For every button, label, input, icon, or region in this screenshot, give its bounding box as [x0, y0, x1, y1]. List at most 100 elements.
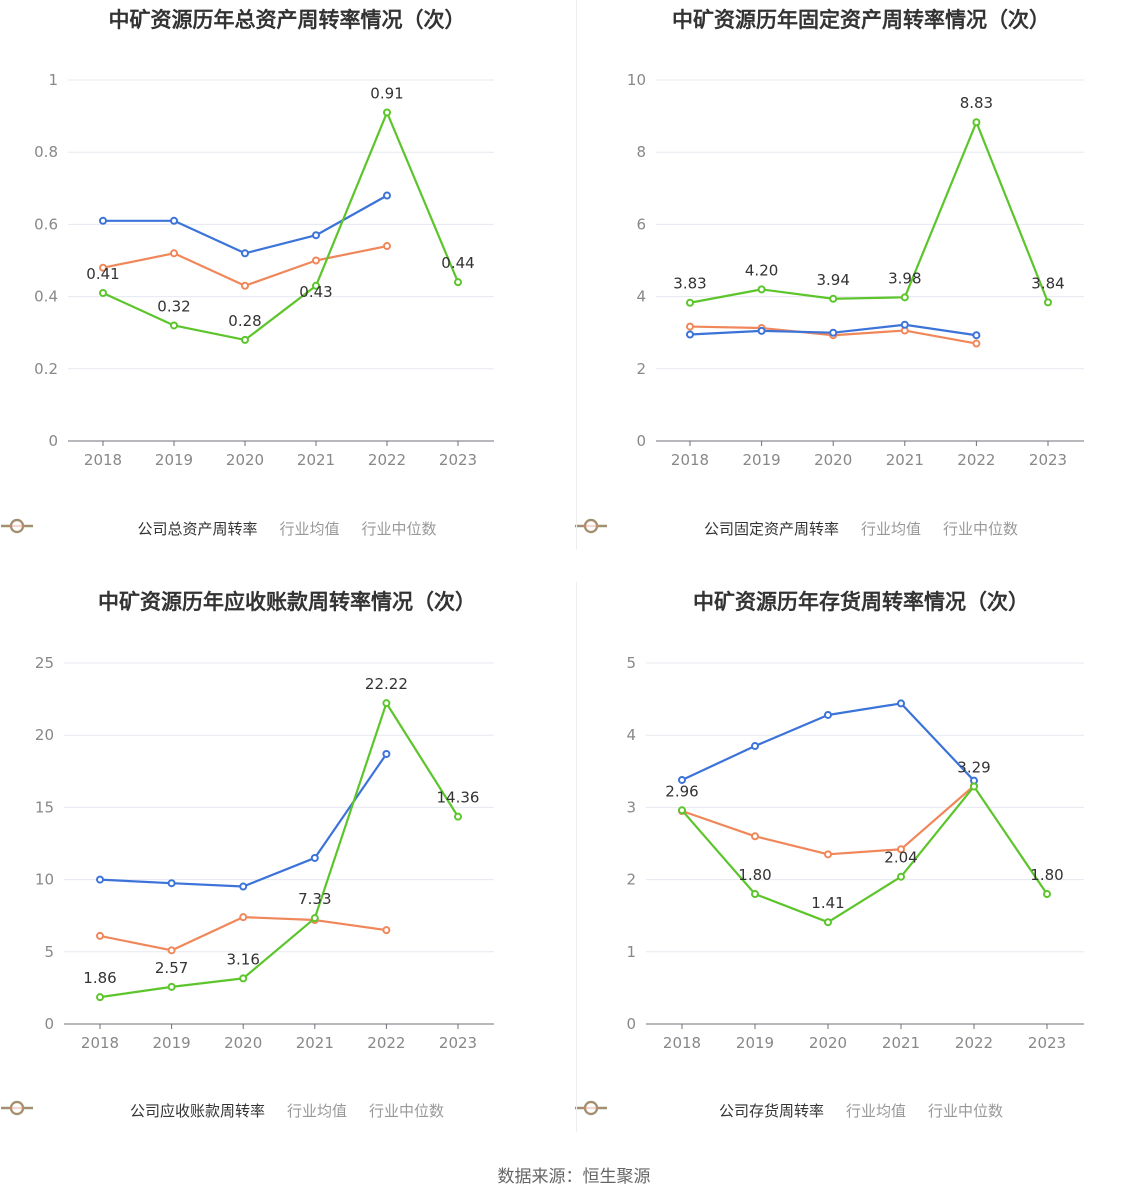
- data-point-avg[interactable]: [972, 331, 981, 340]
- x-tick-label: 2018: [663, 1034, 701, 1052]
- data-point-median[interactable]: [824, 850, 832, 859]
- chart-title: 中矿资源历年总资产周转率情况（次）: [108, 8, 466, 32]
- data-point-company[interactable]: [824, 918, 832, 927]
- data-point-company[interactable]: [829, 294, 838, 303]
- data-point-company[interactable]: [310, 914, 319, 923]
- data-point-median[interactable]: [383, 242, 391, 251]
- data-point-median[interactable]: [972, 339, 981, 348]
- data-point-avg[interactable]: [829, 328, 838, 337]
- x-tick-label: 2023: [439, 1034, 477, 1052]
- data-label: 0.91: [370, 84, 403, 102]
- legend-label: 行业均值: [860, 520, 921, 538]
- data-point-avg[interactable]: [99, 216, 107, 225]
- data-point-median[interactable]: [167, 946, 176, 955]
- x-tick-label: 2021: [882, 1034, 920, 1052]
- data-point-avg[interactable]: [678, 775, 686, 784]
- y-tick-label: 8: [636, 143, 646, 161]
- data-point-company[interactable]: [241, 335, 249, 344]
- data-point-avg[interactable]: [383, 191, 391, 200]
- legend-item-avg[interactable]: 行业均值: [1, 1100, 347, 1121]
- legend-item-avg[interactable]: 行业均值: [575, 518, 921, 539]
- data-point-median[interactable]: [686, 322, 694, 331]
- legend-item-median[interactable]: 行业中位数: [1, 518, 437, 539]
- chart-svg: 0 5 10 15 20 25 2018 2019 2020 2021 2022 2023 1.86 2.…: [35, 654, 494, 1052]
- legend-item-company[interactable]: 公司存货周转率: [575, 1100, 824, 1121]
- chart-title: 中矿资源历年固定资产周转率情况（次）: [672, 8, 1050, 32]
- data-point-avg[interactable]: [824, 710, 832, 719]
- data-point-company[interactable]: [972, 118, 981, 127]
- data-point-median[interactable]: [897, 845, 905, 854]
- legend-item-median[interactable]: 行业中位数: [575, 1100, 1003, 1121]
- legend-item-company[interactable]: 公司应收账款周转率: [1, 1100, 265, 1121]
- data-point-company[interactable]: [99, 288, 107, 297]
- data-point-company[interactable]: [900, 293, 909, 302]
- x-tick-label: 2021: [886, 451, 924, 469]
- data-point-company[interactable]: [757, 285, 766, 294]
- data-point-company[interactable]: [454, 278, 462, 287]
- data-point-avg[interactable]: [167, 879, 176, 888]
- data-point-company[interactable]: [897, 872, 905, 881]
- legend-label: 行业中位数: [369, 1102, 445, 1120]
- panel-divider: [576, 0, 577, 550]
- data-point-avg[interactable]: [897, 699, 905, 708]
- series-line-median: [99, 916, 387, 952]
- y-tick-label: 4: [636, 288, 646, 306]
- legend-label: 公司存货周转率: [718, 1102, 824, 1120]
- data-point-company[interactable]: [167, 982, 176, 991]
- data-point-median[interactable]: [96, 931, 104, 940]
- y-tick-label: 0.6: [34, 215, 58, 233]
- y-tick-label: 0.4: [34, 288, 58, 306]
- data-label: 0.41: [86, 265, 119, 283]
- y-tick-label: 0: [636, 432, 646, 450]
- legend-item-avg[interactable]: 行业均值: [575, 1100, 906, 1121]
- data-point-company[interactable]: [239, 974, 248, 983]
- data-point-avg[interactable]: [757, 326, 766, 335]
- data-point-median[interactable]: [99, 263, 107, 272]
- legend-item-avg[interactable]: 行业均值: [1, 518, 340, 539]
- data-point-company[interactable]: [970, 782, 978, 791]
- data-label: 0.43: [299, 283, 332, 301]
- legend-item-median[interactable]: 行业中位数: [575, 518, 1018, 539]
- data-point-avg[interactable]: [170, 216, 178, 225]
- data-point-company[interactable]: [383, 108, 391, 117]
- legend-item-company[interactable]: 公司总资产周转率: [1, 518, 257, 539]
- chart-svg: 0 0.2 0.4 0.6 0.8 1 2018 2019 2020 2021 2022 2023 0.…: [34, 71, 494, 469]
- data-point-company[interactable]: [1043, 890, 1051, 899]
- data-point-avg[interactable]: [96, 875, 104, 884]
- legend-label: 行业中位数: [361, 520, 437, 538]
- data-point-company[interactable]: [751, 890, 759, 899]
- x-tick-label: 2019: [153, 1034, 191, 1052]
- data-point-avg[interactable]: [900, 320, 909, 329]
- data-point-median[interactable]: [239, 913, 248, 922]
- data-point-median[interactable]: [170, 249, 178, 258]
- data-point-company[interactable]: [454, 812, 462, 821]
- data-point-avg[interactable]: [751, 742, 759, 751]
- data-point-avg[interactable]: [310, 853, 319, 862]
- data-point-company[interactable]: [686, 298, 694, 307]
- data-point-avg[interactable]: [686, 330, 694, 339]
- y-tick-label: 3: [626, 798, 636, 816]
- data-point-company[interactable]: [678, 806, 686, 815]
- legend-item-median[interactable]: 行业中位数: [1, 1100, 445, 1121]
- data-point-company[interactable]: [312, 281, 320, 290]
- legend-line-icon: [575, 518, 607, 534]
- data-point-median[interactable]: [751, 832, 759, 841]
- data-point-company[interactable]: [170, 321, 178, 330]
- data-point-company[interactable]: [1044, 298, 1052, 307]
- data-point-avg[interactable]: [312, 231, 320, 240]
- data-point-median[interactable]: [241, 281, 249, 290]
- data-point-avg[interactable]: [239, 882, 248, 891]
- data-label: 1.80: [738, 866, 771, 884]
- data-label: 3.83: [673, 275, 706, 293]
- data-point-avg[interactable]: [382, 749, 391, 758]
- y-tick-label: 5: [44, 943, 54, 961]
- data-point-median[interactable]: [312, 256, 320, 265]
- data-point-company[interactable]: [382, 699, 391, 708]
- data-point-median[interactable]: [382, 926, 391, 935]
- y-tick-label: 4: [626, 726, 636, 744]
- data-point-company[interactable]: [96, 993, 104, 1002]
- legend-item-company[interactable]: 公司固定资产周转率: [575, 518, 839, 539]
- data-point-avg[interactable]: [241, 249, 249, 258]
- data-label: 7.33: [298, 890, 331, 908]
- x-tick-label: 2019: [155, 451, 193, 469]
